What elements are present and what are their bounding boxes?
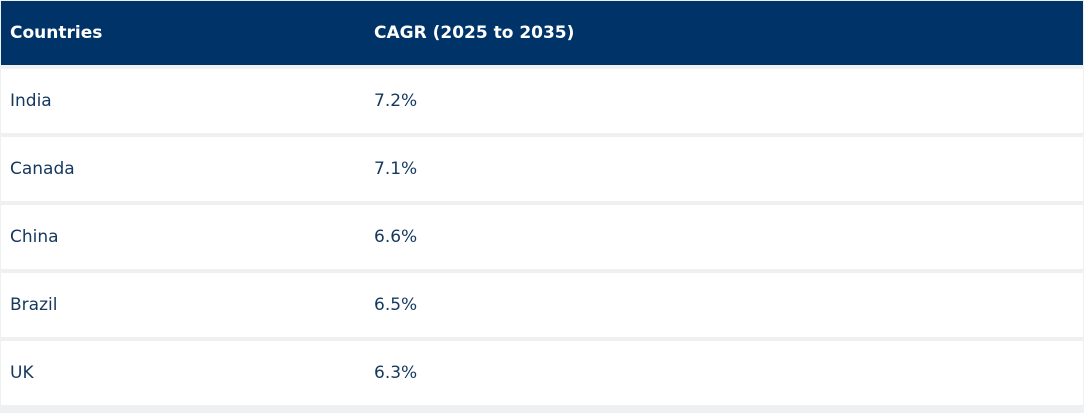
table-row: China 6.6% xyxy=(1,205,1083,269)
cagr-cell: 6.5% xyxy=(374,294,418,315)
country-cell: UK xyxy=(10,362,34,383)
table-row: UK 6.3% xyxy=(1,341,1083,405)
country-cell: China xyxy=(10,226,59,247)
cagr-cell: 6.3% xyxy=(374,362,418,383)
country-cell: India xyxy=(10,90,52,111)
table-row: Brazil 6.5% xyxy=(1,273,1083,337)
header-cagr: CAGR (2025 to 2035) xyxy=(374,22,575,43)
table-row: India 7.2% xyxy=(1,69,1083,133)
country-cell: Canada xyxy=(10,158,75,179)
cagr-cell: 6.6% xyxy=(374,226,418,247)
table-header-row: Countries CAGR (2025 to 2035) xyxy=(1,1,1083,65)
cagr-cell: 7.2% xyxy=(374,90,418,111)
table-row: Canada 7.1% xyxy=(1,137,1083,201)
cagr-cell: 7.1% xyxy=(374,158,418,179)
header-countries: Countries xyxy=(10,22,103,43)
country-cell: Brazil xyxy=(10,294,58,315)
